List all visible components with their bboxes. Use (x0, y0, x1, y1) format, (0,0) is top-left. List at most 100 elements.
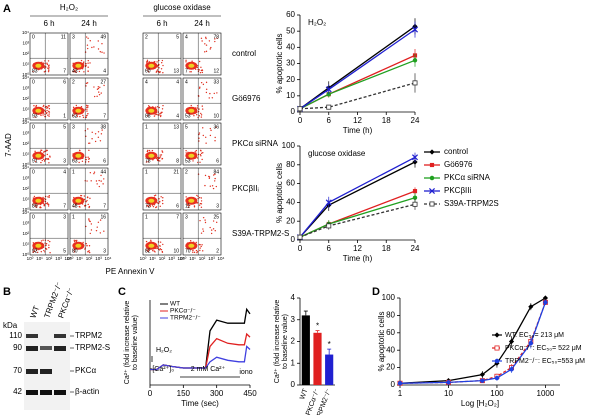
series-line (399, 297, 546, 384)
event-dot (99, 219, 102, 221)
event-dot (83, 61, 85, 63)
event-dot (197, 70, 200, 73)
event-dot (45, 242, 48, 245)
event-dot (85, 82, 88, 85)
event-dot (155, 71, 158, 73)
event-core (188, 63, 195, 68)
event-dot (42, 239, 44, 241)
event-dot (85, 156, 87, 158)
event-dot (200, 197, 203, 199)
event-dot (79, 150, 81, 152)
event-dot (205, 36, 207, 39)
event-dot (158, 59, 160, 62)
quadrant-percent: 62 (72, 113, 78, 119)
event-dot (86, 196, 89, 198)
event-dot (40, 250, 43, 253)
y-tick-label: 2 (291, 337, 296, 346)
event-dot (209, 226, 211, 229)
event-dot (209, 92, 211, 95)
event-dot (202, 228, 204, 230)
event-dot (101, 129, 103, 131)
event-dot (78, 161, 80, 164)
legend-label: TRPM2⁻/⁻ (170, 315, 201, 322)
flow-x-tick: 10³ (208, 256, 215, 261)
event-dot (195, 249, 198, 252)
event-dot (87, 37, 89, 40)
event-dot (82, 116, 85, 119)
event-dot (45, 158, 47, 160)
quadrant-percent: 2 (185, 169, 188, 175)
event-dot (190, 104, 192, 107)
event-dot (48, 196, 50, 198)
event-dot (85, 135, 87, 137)
event-dot (205, 50, 208, 53)
event-dot (46, 109, 48, 112)
event-dot (34, 116, 36, 118)
event-dot (49, 156, 51, 158)
event-dot (159, 156, 162, 158)
event-dot (42, 196, 44, 199)
event-dot (35, 160, 37, 163)
quadrant-percent: 53 (185, 113, 191, 119)
event-dot (151, 149, 154, 152)
quadrant-percent: 2 (145, 34, 148, 40)
event-dot (33, 195, 36, 198)
event-dot (46, 62, 48, 64)
quadrant-percent: 2 (72, 79, 75, 85)
quadrant-percent: 1 (145, 169, 148, 175)
group-header: glucose oxidase (153, 3, 211, 12)
event-core (75, 198, 82, 203)
flow-plot (182, 77, 222, 121)
x-tick-label: 10 (444, 389, 453, 398)
event-dot (192, 249, 194, 252)
flow-x-tick: 10⁴ (65, 256, 72, 261)
series-line (299, 203, 416, 238)
quadrant-percent: 3 (216, 203, 219, 209)
y-tick-label: 80 (286, 160, 295, 169)
event-dot (214, 173, 216, 176)
event-dot (44, 154, 46, 157)
event-dot (214, 40, 216, 43)
event-dot (191, 60, 193, 62)
event-dot (212, 174, 215, 176)
event-dot (87, 251, 89, 253)
quadrant-percent: 7 (63, 68, 66, 74)
flow-y-tick: 10³ (22, 176, 29, 181)
event-dot (146, 59, 149, 62)
event-dot (87, 113, 89, 115)
marker (508, 338, 515, 345)
quadrant-percent: 1 (72, 214, 75, 220)
band (26, 369, 38, 374)
event-dot (95, 229, 98, 232)
event-dot (158, 106, 160, 109)
event-dot (160, 68, 163, 70)
event-dot (205, 37, 207, 40)
event-dot (193, 205, 196, 207)
event-dot (216, 92, 218, 94)
event-dot (155, 157, 158, 160)
quadrant-percent: 43 (72, 68, 78, 74)
marker (429, 162, 435, 168)
quadrant-percent: 92 (32, 248, 38, 254)
event-dot (83, 195, 86, 197)
event-dot (89, 232, 91, 235)
event-dot (73, 69, 75, 71)
quadrant-percent: 5 (176, 34, 179, 40)
event-dot (87, 203, 89, 206)
event-dot (97, 136, 100, 138)
event-dot (76, 115, 79, 118)
event-dot (88, 206, 90, 209)
event-dot (160, 248, 163, 251)
event-dot (210, 129, 212, 132)
mw-label: 90 (13, 343, 22, 352)
event-dot (195, 114, 198, 116)
event-dot (208, 176, 211, 178)
event-dot (73, 159, 75, 161)
event-dot (32, 242, 35, 244)
quadrant-percent: 3 (63, 214, 66, 220)
y-tick-label: 20 (386, 363, 395, 372)
event-dot (198, 60, 201, 63)
event-dot (214, 136, 216, 139)
event-dot (48, 113, 50, 115)
event-core (35, 63, 42, 68)
